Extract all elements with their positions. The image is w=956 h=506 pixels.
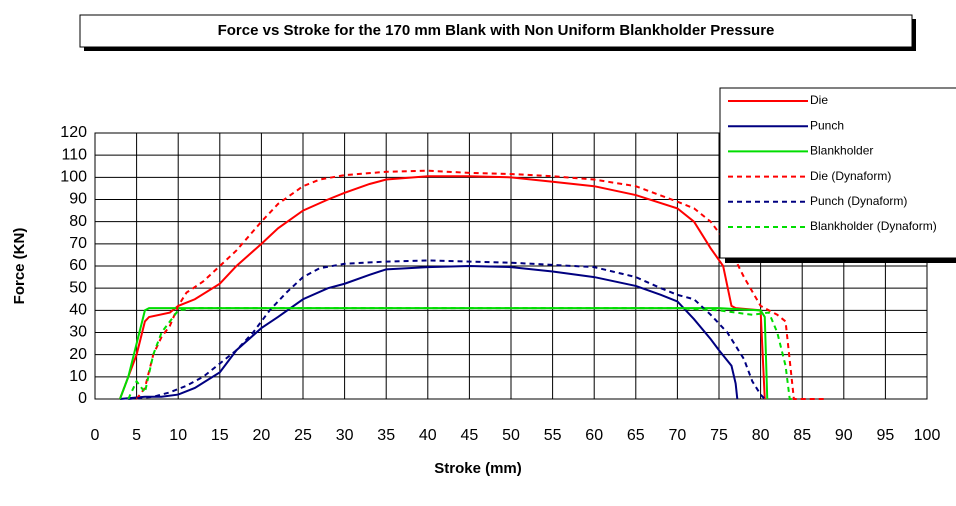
x-tick-label: 50 [502, 427, 520, 444]
x-tick-label: 100 [914, 427, 941, 444]
legend-label: Die (Dynaform) [810, 169, 891, 183]
y-tick-label: 10 [69, 368, 87, 385]
x-tick-label: 90 [835, 427, 853, 444]
x-tick-label: 20 [253, 427, 271, 444]
x-tick-label: 85 [793, 427, 811, 444]
y-tick-label: 50 [69, 279, 87, 296]
x-tick-label: 10 [169, 427, 187, 444]
x-tick-label: 95 [877, 427, 895, 444]
x-tick-label: 40 [419, 427, 437, 444]
data-line [128, 259, 766, 400]
y-tick-label: 60 [69, 257, 87, 274]
y-tick-label: 120 [60, 124, 87, 141]
y-tick-label: 20 [69, 346, 87, 363]
legend-box [719, 87, 956, 259]
x-tick-label: 55 [544, 427, 562, 444]
y-tick-label: 110 [61, 146, 87, 163]
data-line [119, 175, 766, 400]
y-tick-label: 80 [69, 213, 87, 230]
legend-label: Punch [810, 118, 844, 132]
x-tick-label: 30 [336, 427, 354, 444]
data-line [127, 307, 794, 400]
x-tick-label: 35 [377, 427, 395, 444]
data-line [119, 307, 769, 400]
x-tick-label: 25 [294, 427, 312, 444]
legend-label: Die [810, 93, 828, 107]
y-tick-label: 0 [78, 390, 87, 407]
legend-label: Punch (Dynaform) [810, 194, 907, 208]
y-tick-label: 40 [69, 302, 87, 319]
legend-label: Blankholder (Dynaform) [810, 219, 937, 233]
x-tick-label: 65 [627, 427, 645, 444]
x-tick-label: 75 [710, 427, 728, 444]
legend-label: Blankholder [810, 144, 873, 158]
y-axis-label: Force (KN) [11, 228, 28, 305]
y-tick-label: 90 [69, 191, 87, 208]
x-tick-label: 0 [91, 427, 100, 444]
title-box [79, 14, 913, 48]
y-tick-label: 70 [69, 235, 87, 252]
x-tick-label: 45 [461, 427, 479, 444]
y-tick-label: 30 [69, 324, 87, 341]
x-axis-label: Stroke (mm) [434, 460, 522, 477]
x-tick-label: 60 [585, 427, 603, 444]
y-tick-label: 100 [60, 169, 87, 186]
plot-frame [94, 132, 928, 400]
x-tick-label: 15 [211, 427, 229, 444]
x-tick-label: 80 [752, 427, 770, 444]
x-tick-label: 5 [132, 427, 141, 444]
x-tick-label: 70 [669, 427, 687, 444]
chart-title: Force vs Stroke for the 170 mm Blank wit… [218, 22, 775, 39]
data-line [119, 264, 739, 400]
